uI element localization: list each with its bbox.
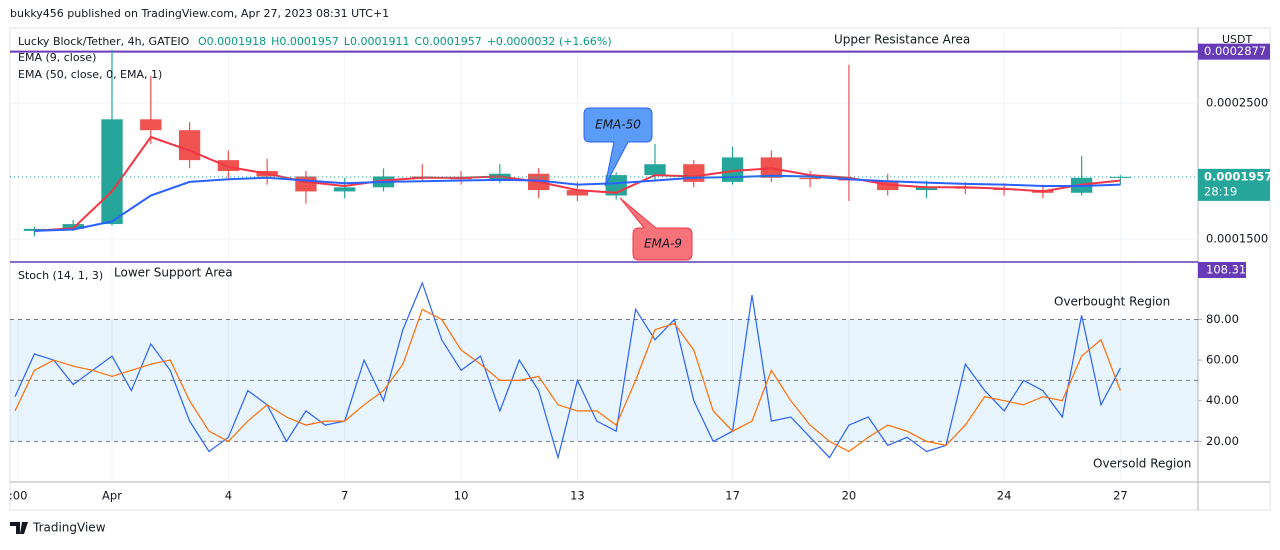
x-tick-label: Apr bbox=[102, 489, 122, 503]
y-tick-label: 0.0002500 bbox=[1206, 95, 1268, 109]
ema-line bbox=[34, 135, 1121, 232]
y-tick-label: 60.00 bbox=[1206, 353, 1239, 367]
countdown: 28:19 bbox=[1204, 184, 1237, 198]
candle-body bbox=[62, 224, 84, 229]
overbought-label: Overbought Region bbox=[1054, 295, 1170, 309]
legend-entry: EMA (9, close) bbox=[18, 51, 96, 64]
top-level-label: 108.31 bbox=[1206, 262, 1246, 276]
candle-body bbox=[915, 187, 938, 191]
currency: USDT bbox=[1222, 33, 1253, 46]
x-tick-label: 24 bbox=[997, 489, 1012, 503]
ohlc-value: L0.0001911 bbox=[344, 35, 410, 48]
brand-logo: TradingView bbox=[10, 521, 106, 535]
ohlc-value: O0.0001918 bbox=[198, 35, 266, 48]
resistance-label: Upper Resistance Area bbox=[834, 33, 970, 47]
candle-body bbox=[644, 164, 666, 176]
x-tick-label: 13 bbox=[570, 489, 585, 503]
stoch-line bbox=[14, 281, 1121, 460]
ohlc-value: H0.0001957 bbox=[271, 35, 339, 48]
brand-name: TradingView bbox=[32, 521, 106, 535]
candle-body bbox=[217, 160, 240, 172]
ema50-label: EMA-50 bbox=[595, 118, 641, 132]
x-tick-label: :00 bbox=[9, 489, 28, 503]
x-tick-label: 10 bbox=[454, 489, 469, 503]
price-pane: 0.0001500 0.0002500 :00 Apr 4 7 10 13 17 20 24 27 0.… bbox=[9, 28, 1272, 503]
resistance-price-box bbox=[1198, 43, 1270, 60]
legend-entry: EMA (50, close, 0, EMA, 1) bbox=[18, 68, 162, 81]
y-tick-label: 40.00 bbox=[1206, 393, 1239, 407]
candle-body bbox=[1109, 176, 1132, 178]
publisher: bukky456 published on TradingView.com, A… bbox=[10, 7, 389, 20]
y-tick-label: 80.00 bbox=[1206, 312, 1239, 326]
symbol-title: Lucky Block/Tether, 4h, GATEIO bbox=[18, 35, 190, 48]
ema-line bbox=[34, 174, 1121, 232]
oversold-label: Oversold Region bbox=[1093, 457, 1191, 471]
candle-body bbox=[101, 119, 123, 225]
top-level-box bbox=[1198, 261, 1246, 278]
x-tick-label: 20 bbox=[842, 489, 857, 503]
candle-body bbox=[721, 157, 744, 182]
x-tick-label: 7 bbox=[341, 489, 348, 503]
ohlc-value: +0.0000032 (+1.66%) bbox=[487, 35, 612, 48]
logo-icon bbox=[10, 522, 28, 534]
candle-body bbox=[334, 187, 356, 192]
x-tick-label: 4 bbox=[225, 489, 232, 503]
resistance-price: 0.0002877 bbox=[1204, 44, 1266, 58]
candle-body bbox=[23, 228, 46, 231]
ema9-label: EMA-9 bbox=[644, 237, 682, 251]
x-tick-label: 27 bbox=[1113, 489, 1128, 503]
candle-body bbox=[295, 176, 317, 192]
stoch-pane: 20.00 40.00 60.00 80.00 108.31 Stoch (14, 1, … bbox=[10, 261, 1246, 460]
last-price-box bbox=[1198, 168, 1270, 201]
ema50-callout bbox=[583, 107, 653, 187]
candle-body bbox=[566, 190, 589, 196]
indicator-title: Stoch (14, 1, 3) bbox=[18, 269, 103, 282]
chart-frame bbox=[9, 27, 1271, 511]
x-tick-label: 17 bbox=[725, 489, 740, 503]
y-tick-label: 20.00 bbox=[1206, 434, 1239, 448]
stoch-line bbox=[14, 308, 1121, 453]
ema9-callout bbox=[619, 197, 693, 261]
y-tick-label: 0.0001500 bbox=[1206, 232, 1268, 246]
candle-body bbox=[140, 119, 162, 131]
support-label: Lower Support Area bbox=[114, 266, 233, 280]
candle-body bbox=[178, 130, 201, 161]
last-price: 0.0001957 bbox=[1204, 169, 1272, 183]
candle-body bbox=[799, 177, 821, 180]
annotations: EMA-50 EMA-9 Upper Resistance Area Lower… bbox=[114, 33, 1191, 471]
ohlc-value: C0.0001957 bbox=[415, 35, 482, 48]
